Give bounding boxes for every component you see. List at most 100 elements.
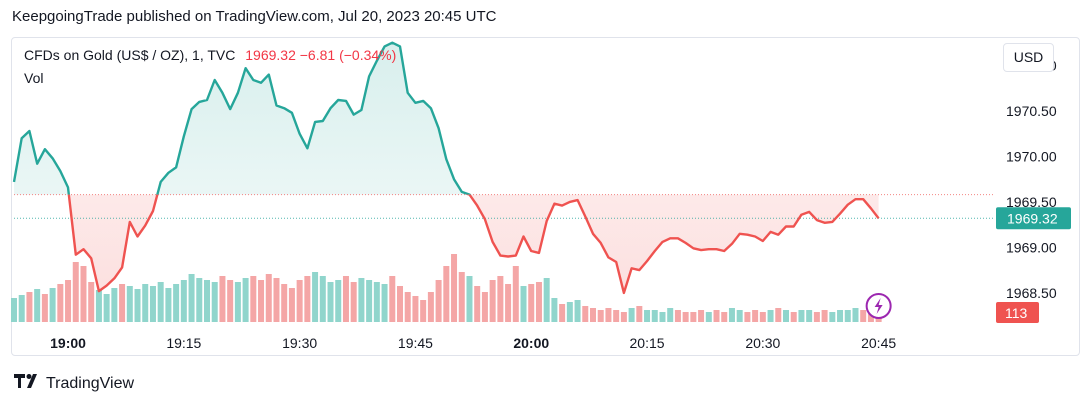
volume-bar (512, 266, 519, 322)
x-tick-label: 20:15 (630, 335, 665, 351)
volume-bar (373, 282, 380, 322)
last-price-tag: 1969.32 (996, 207, 1071, 230)
svg-text:1969.32: 1969.32 (1007, 210, 1058, 226)
volume-bar (234, 282, 241, 322)
last-volume-tag: 113 (996, 302, 1039, 323)
volume-bar (497, 276, 504, 322)
volume-bar (188, 274, 195, 322)
volume-bar (528, 284, 535, 322)
volume-bar (404, 292, 411, 322)
volume-bar (134, 289, 141, 322)
volume-bar (829, 312, 836, 322)
volume-bar (535, 282, 542, 322)
volume-bar (721, 312, 728, 322)
volume-bar (852, 308, 859, 322)
published-header: KeepgoingTrade published on TradingView.… (12, 8, 497, 25)
volume-bar (304, 276, 311, 322)
volume-bar (319, 276, 326, 322)
volume-bar (103, 294, 110, 322)
volume-bar (713, 310, 720, 322)
x-tick-label: 19:00 (50, 335, 86, 351)
volume-bar (844, 310, 851, 322)
svg-text:113: 113 (1005, 305, 1028, 321)
volume-bar (736, 310, 743, 322)
volume-bar (204, 280, 210, 322)
volume-bar (350, 282, 357, 322)
currency-button[interactable]: USD (1003, 43, 1054, 72)
volume-bar (265, 274, 272, 322)
volume-bar (728, 308, 735, 322)
volume-bar (288, 288, 295, 322)
volume-bar (566, 302, 573, 322)
x-tick-label: 20:30 (745, 335, 780, 351)
volume-bar (505, 284, 512, 322)
volume-bar (180, 280, 187, 322)
volume-bar (667, 308, 674, 322)
legend-symbol-name: CFDs on Gold (US$ / OZ), 1, TVC (24, 47, 236, 63)
volume-bar (458, 272, 465, 322)
footer-brand[interactable]: TradingView (14, 374, 134, 393)
volume-bar (821, 310, 828, 322)
volume-bar (258, 280, 265, 322)
volume-bar (427, 292, 434, 322)
volume-bar (682, 312, 689, 322)
volume-bar (18, 295, 25, 322)
volume-bar (674, 310, 681, 322)
x-tick-label: 20:00 (513, 335, 549, 351)
volume-bar (744, 312, 751, 322)
volume-bar (88, 282, 95, 322)
volume-bar (543, 278, 550, 322)
x-tick-label: 20:45 (861, 335, 896, 351)
chart-panel[interactable] (11, 37, 1080, 356)
x-tick-label: 19:30 (282, 335, 317, 351)
volume-bar (783, 310, 789, 322)
volume-bar (11, 298, 17, 322)
legend-price: 1969.32 −6.81 (−0.34%) (245, 47, 397, 63)
volume-bar (451, 254, 458, 322)
volume-bar (798, 310, 805, 322)
y-tick-label: 1968.50 (1006, 285, 1057, 301)
volume-bar (628, 308, 635, 322)
volume-bar (412, 296, 419, 322)
volume-bar (481, 292, 488, 322)
volume-bar (752, 310, 759, 322)
volume-bar (520, 286, 527, 322)
volume-bar (80, 266, 87, 322)
volume-bar (397, 286, 403, 322)
volume-bar (790, 312, 797, 322)
volume-bar (219, 276, 226, 322)
area-fill (14, 42, 993, 293)
volume-bar (149, 286, 156, 322)
volume-bar (281, 284, 288, 322)
lightning-icon[interactable] (865, 293, 892, 319)
volume-bar (489, 280, 496, 322)
volume-bar (250, 276, 257, 322)
volume-bar (582, 306, 589, 322)
volume-bar (420, 300, 427, 322)
volume-bar (41, 294, 48, 322)
time-axis[interactable]: 19:00 19:15 19:30 19:45 20:00 20:15 20:30 20:45 (50, 335, 896, 351)
x-tick-label: 19:15 (166, 335, 201, 351)
price-axis[interactable]: 1971.001970.501970.001969.501969.001968.… (996, 57, 1071, 323)
tradingview-logo-icon (14, 374, 40, 393)
volume-bar (644, 310, 651, 322)
volume-bar (590, 308, 596, 322)
volume-bar (381, 284, 388, 322)
legend-symbol[interactable]: CFDs on Gold (US$ / OZ), 1, TVC 1969.32 … (24, 47, 396, 63)
volume-bar (65, 280, 72, 322)
volume-bar (636, 306, 643, 322)
volume-bar (211, 282, 218, 322)
volume-bar (659, 312, 666, 322)
volume-bar (806, 310, 813, 322)
volume-bar (705, 312, 712, 322)
volume-bar (775, 308, 782, 322)
volume-bar (312, 272, 319, 322)
volume-bar (837, 310, 844, 322)
volume-bar (26, 292, 33, 322)
volume-bar (49, 288, 56, 322)
price-line-below (67, 194, 880, 295)
legend-volume[interactable]: Vol (24, 70, 44, 86)
price-line (12, 41, 892, 319)
area-fill-above (14, 42, 879, 195)
